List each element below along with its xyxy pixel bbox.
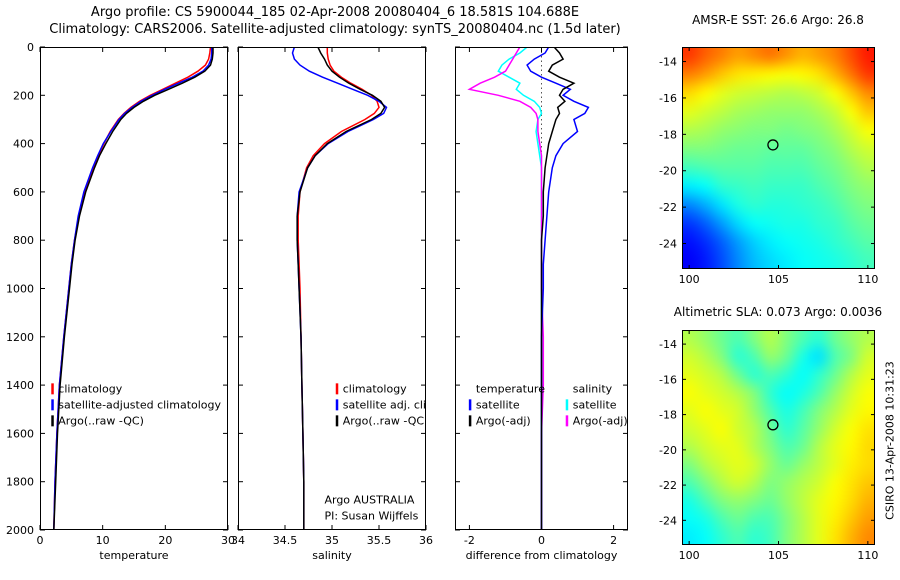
difference_profile-chart: -2 0 2 difference from climatology temperatu… xyxy=(455,46,628,562)
svg-text:36: 36 xyxy=(419,534,433,547)
svg-text:climatology: climatology xyxy=(343,382,407,395)
svg-text:Argo(..raw -QC): Argo(..raw -QC) xyxy=(58,414,144,427)
svg-text:PI: Susan Wijffels: PI: Susan Wijffels xyxy=(324,509,418,522)
svg-text:-22: -22 xyxy=(659,479,677,492)
svg-text:1800: 1800 xyxy=(6,476,34,489)
sla-map-title: Altimetric SLA: 0.073 Argo: 0.0036 xyxy=(673,305,883,319)
svg-text:-16: -16 xyxy=(659,92,677,105)
temperature_profile-chart: 0 10 20 30 0 200 400 600 800 1000 1200 1400 1600 1800… xyxy=(6,41,235,562)
svg-text:800: 800 xyxy=(13,234,34,247)
svg-text:Argo AUSTRALIA: Argo AUSTRALIA xyxy=(324,493,414,506)
svg-text:-20: -20 xyxy=(659,444,677,457)
svg-text:0: 0 xyxy=(27,41,34,54)
svg-text:-14: -14 xyxy=(659,56,677,69)
svg-text:110: 110 xyxy=(857,549,878,562)
svg-text:1400: 1400 xyxy=(6,379,34,392)
sla_map-heatmap-canvas xyxy=(682,330,875,545)
figure-title-line1: Argo profile: CS 5900044_185 02-Apr-2008… xyxy=(90,5,580,20)
svg-text:-24: -24 xyxy=(659,514,677,527)
svg-text:1000: 1000 xyxy=(6,283,34,296)
argo-location-marker xyxy=(767,419,779,431)
svg-text:0: 0 xyxy=(538,534,545,547)
svg-text:-18: -18 xyxy=(659,409,677,422)
svg-text:Argo(-adj): Argo(-adj) xyxy=(476,414,531,427)
salinity_profile-chart: 34 34.5 35 35.5 36salinityclimatologysatelli… xyxy=(231,46,433,562)
svg-text:difference from climatology: difference from climatology xyxy=(466,549,618,562)
svg-text:-2: -2 xyxy=(464,534,475,547)
svg-text:2: 2 xyxy=(610,534,617,547)
svg-text:satellite: satellite xyxy=(573,398,617,411)
figure-title-line2: Climatology: CARS2006. Satellite-adjuste… xyxy=(49,22,621,37)
temperature-profile-panel: 0 10 20 30 0 200 400 600 800 1000 1200 1400 1600 1800… xyxy=(6,41,235,562)
svg-text:600: 600 xyxy=(13,186,34,199)
svg-text:34.5: 34.5 xyxy=(273,534,298,547)
svg-text:temperature: temperature xyxy=(99,549,168,562)
svg-text:Argo(..raw -QC): Argo(..raw -QC) xyxy=(343,414,429,427)
svg-text:salinity: salinity xyxy=(573,382,613,395)
svg-text:satellite-adjusted climatology: satellite-adjusted climatology xyxy=(58,398,221,411)
svg-text:satellite adj. clim.: satellite adj. clim. xyxy=(343,398,440,411)
svg-text:105: 105 xyxy=(768,273,789,286)
argo-location-marker xyxy=(767,139,779,151)
svg-text:salinity: salinity xyxy=(312,549,352,562)
sst_map-axes: 100 105 110 -14 -16 -18 -20 -22 -24 xyxy=(659,47,878,286)
svg-text:105: 105 xyxy=(768,549,789,562)
sst-map-title: AMSR-E SST: 26.6 Argo: 26.8 xyxy=(692,13,864,27)
svg-text:400: 400 xyxy=(13,138,34,151)
svg-text:200: 200 xyxy=(13,89,34,102)
svg-text:temperature: temperature xyxy=(476,382,545,395)
sst-map: 100 105 110 -14 -16 -18 -20 -22 -24 xyxy=(659,47,878,286)
salinity-profile-panel: 34 34.5 35 35.5 36 salinity climatology satelli… xyxy=(231,46,433,562)
svg-text:30: 30 xyxy=(221,534,235,547)
difference-profile-panel: -2 0 2 difference from climatology temperatu… xyxy=(455,46,628,562)
svg-text:34: 34 xyxy=(231,534,245,547)
svg-text:satellite: satellite xyxy=(476,398,520,411)
svg-text:10: 10 xyxy=(96,534,110,547)
svg-text:100: 100 xyxy=(679,549,700,562)
svg-text:35.5: 35.5 xyxy=(367,534,392,547)
svg-text:1600: 1600 xyxy=(6,427,34,440)
sst_map-heatmap-canvas xyxy=(682,47,875,269)
svg-text:-18: -18 xyxy=(659,128,677,141)
svg-text:-16: -16 xyxy=(659,373,677,386)
timestamp-side-text: CSIRO 13-Apr-2008 10:31:23 xyxy=(883,361,897,520)
svg-text:110: 110 xyxy=(857,273,878,286)
sla-map: 100 105 110 -14 -16 -18 -20 -22 -24 xyxy=(659,330,878,562)
svg-text:climatology: climatology xyxy=(58,382,122,395)
svg-text:-20: -20 xyxy=(659,165,677,178)
svg-text:35: 35 xyxy=(325,534,339,547)
sla_map-axes: 100 105 110 -14 -16 -18 -20 -22 -24 xyxy=(659,330,878,562)
svg-text:Argo(-adj): Argo(-adj) xyxy=(573,414,628,427)
svg-text:-22: -22 xyxy=(659,201,677,214)
svg-text:20: 20 xyxy=(158,534,172,547)
svg-text:1200: 1200 xyxy=(6,331,34,344)
svg-text:-14: -14 xyxy=(659,338,677,351)
svg-text:0: 0 xyxy=(37,534,44,547)
svg-text:-24: -24 xyxy=(659,238,677,251)
svg-text:2000: 2000 xyxy=(6,524,34,537)
svg-text:100: 100 xyxy=(679,273,700,286)
